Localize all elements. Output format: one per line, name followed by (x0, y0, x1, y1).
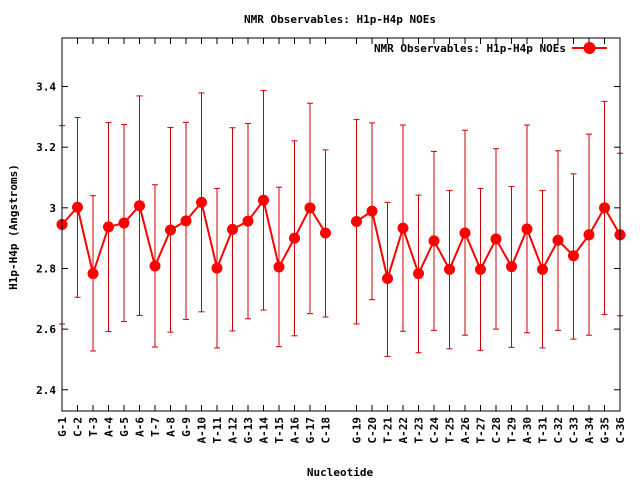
x-tick-label: C-2 (72, 417, 85, 437)
data-point (103, 221, 114, 233)
x-tick-label: T-3 (87, 417, 100, 437)
data-point (196, 196, 207, 208)
y-tick-label: 2.8 (36, 262, 56, 275)
data-point (134, 200, 145, 212)
data-point (273, 261, 285, 273)
data-point (583, 229, 595, 241)
x-tick-label: T-11 (211, 417, 224, 444)
data-point (118, 217, 130, 229)
data-point (397, 222, 409, 234)
data-point (304, 202, 316, 214)
x-tick-label: T-31 (537, 417, 550, 444)
x-tick-label: A-14 (258, 417, 271, 444)
x-tick-label: A-16 (289, 417, 302, 444)
y-axis-label: H1p-H4p (Angstroms) (7, 164, 20, 290)
x-tick-label: T-27 (475, 417, 488, 444)
x-tick-label: T-21 (382, 417, 395, 444)
data-point (428, 235, 440, 247)
x-tick-label: A-30 (521, 417, 534, 444)
data-point (87, 268, 99, 280)
legend: NMR Observables: H1p-H4p NOEs (374, 42, 607, 55)
x-tick-label: T-25 (444, 417, 457, 444)
data-point (599, 202, 610, 214)
x-tick-label: T-7 (149, 417, 162, 437)
x-tick-label: C-28 (490, 417, 503, 444)
x-tick-label: C-32 (552, 417, 565, 444)
x-tick-label: G-17 (304, 417, 317, 444)
series-line (61, 197, 327, 278)
data-point (552, 234, 564, 246)
x-tick-label: A-6 (134, 417, 147, 437)
data-point (413, 268, 424, 280)
data-point (351, 215, 362, 227)
x-tick-label: A-22 (397, 417, 410, 444)
x-tick-label: C-20 (366, 417, 379, 444)
x-tick-label: C-24 (428, 417, 441, 444)
data-point (242, 215, 254, 227)
x-tick-label: T-15 (273, 417, 286, 444)
x-tick-label: C-36 (614, 417, 627, 444)
x-tick-label: G-1 (56, 417, 69, 437)
y-tick-label: 3.4 (36, 81, 56, 94)
y-tick-label: 2.4 (36, 384, 56, 397)
data-point (320, 227, 331, 239)
y-tick-label: 3 (49, 202, 56, 215)
legend-marker (583, 42, 596, 54)
data-point (568, 250, 579, 262)
x-tick-label: G-19 (351, 417, 364, 444)
x-axis-label: Nucleotide (307, 466, 374, 479)
data-point (180, 215, 192, 227)
x-tick-label: G-35 (599, 417, 612, 444)
data-point (289, 232, 300, 244)
y-tick-label: 2.6 (36, 323, 56, 336)
data-point (475, 263, 486, 275)
data-point (506, 261, 517, 273)
data-point (490, 233, 502, 245)
data-point (258, 194, 269, 206)
data-point (459, 227, 471, 239)
x-tick-label: G-13 (242, 417, 255, 444)
data-point (211, 262, 223, 274)
series-line (355, 205, 621, 283)
plot-frame (61, 37, 621, 412)
data-point (165, 224, 176, 236)
x-tick-label: A-10 (196, 417, 209, 444)
x-tick-label: C-18 (320, 417, 333, 444)
chart-title: NMR Observables: H1p-H4p NOEs (244, 13, 436, 26)
data-point (72, 201, 83, 213)
x-tick-label: A-4 (103, 417, 116, 437)
x-tick-label: G-9 (180, 417, 193, 437)
legend-label: NMR Observables: H1p-H4p NOEs (374, 42, 566, 55)
data-point (366, 205, 378, 217)
data-point (521, 223, 533, 235)
data-point (227, 223, 238, 235)
data-point (149, 260, 161, 272)
data-point (444, 263, 455, 275)
x-tick-label: G-5 (118, 417, 131, 437)
data-point (537, 263, 548, 275)
y-tick-label: 3.2 (36, 141, 56, 154)
x-tick-label: T-23 (413, 417, 426, 444)
x-tick-label: A-34 (583, 417, 596, 444)
x-tick-label: T-29 (506, 417, 519, 444)
x-tick-label: A-8 (165, 417, 178, 437)
x-tick-label: C-33 (568, 417, 581, 444)
data-point (382, 272, 393, 284)
x-tick-label: A-12 (227, 417, 240, 444)
x-tick-label: A-26 (459, 417, 472, 444)
